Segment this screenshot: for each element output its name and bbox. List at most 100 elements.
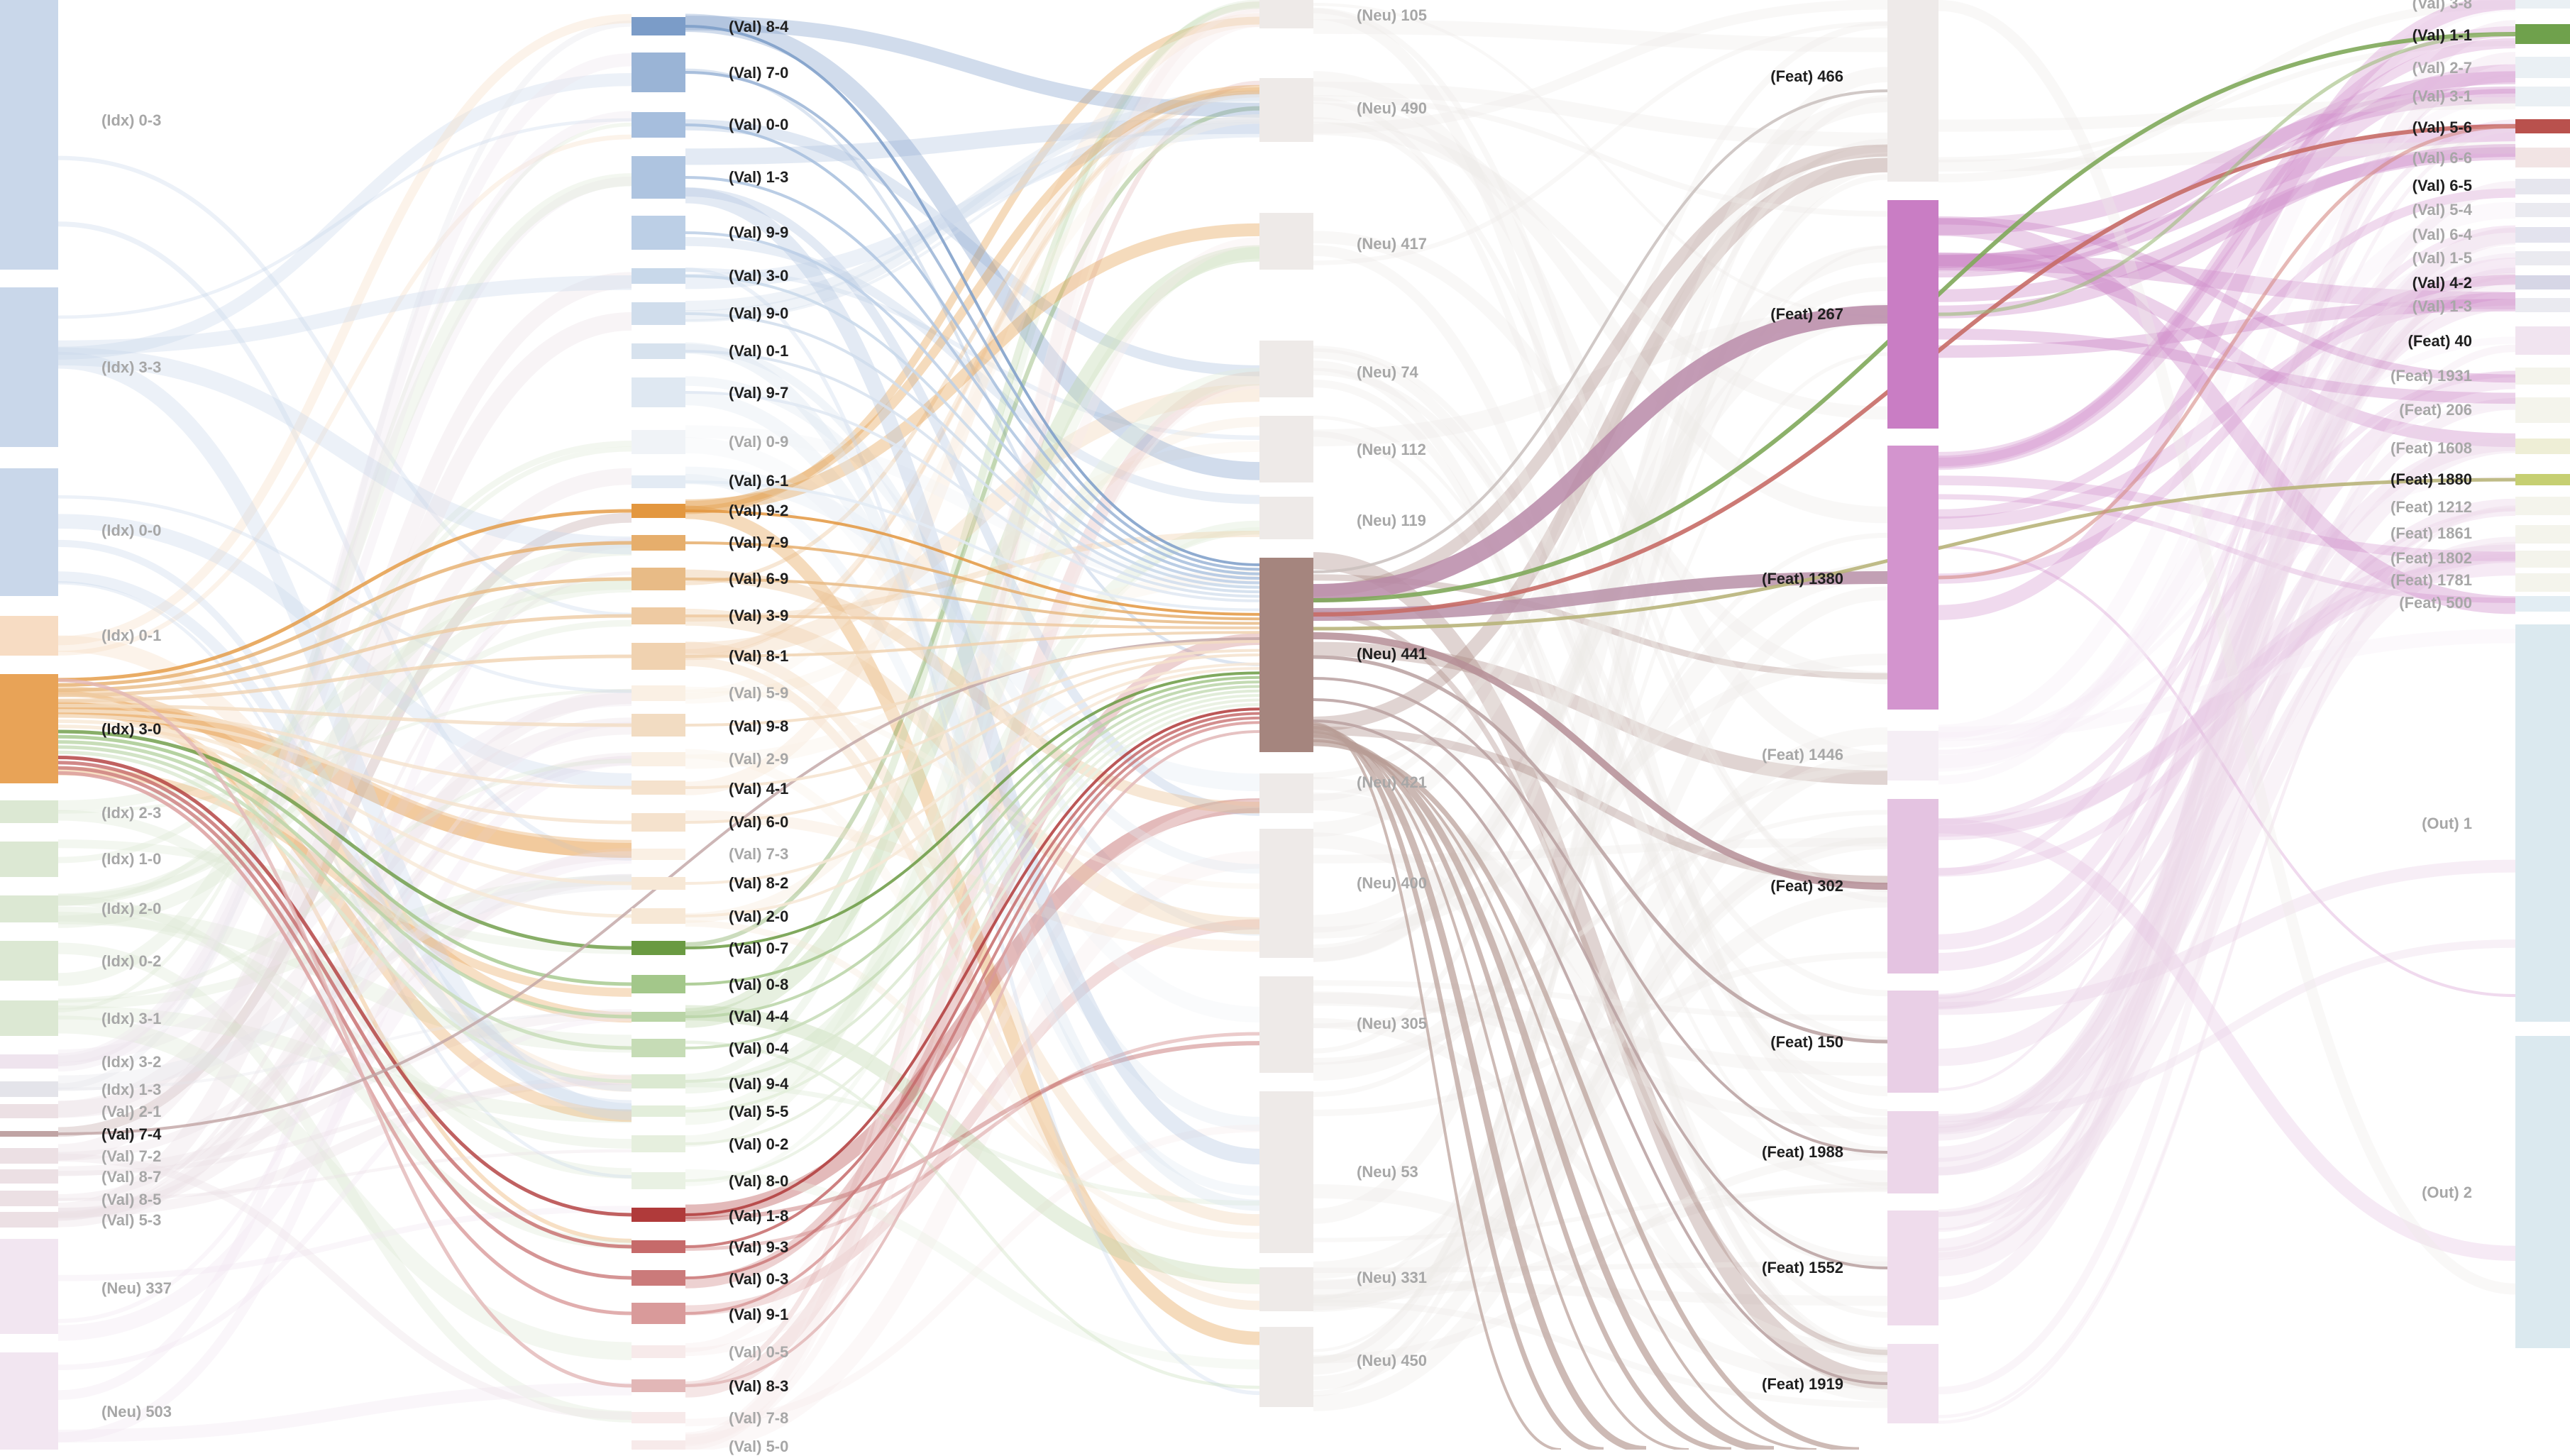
sankey-node[interactable] bbox=[632, 156, 685, 199]
sankey-node[interactable] bbox=[632, 475, 685, 488]
sankey-node[interactable] bbox=[1887, 731, 1938, 781]
sankey-node[interactable] bbox=[1259, 829, 1313, 958]
sankey-node[interactable] bbox=[1887, 1344, 1938, 1423]
sankey-node[interactable] bbox=[632, 752, 685, 766]
sankey-node[interactable] bbox=[1259, 558, 1313, 752]
sankey-node[interactable] bbox=[632, 781, 685, 795]
sankey-node[interactable] bbox=[1887, 0, 1938, 182]
sankey-node[interactable] bbox=[2515, 551, 2570, 568]
sankey-node[interactable] bbox=[632, 568, 685, 590]
sankey-node[interactable] bbox=[0, 674, 58, 783]
sankey-node[interactable] bbox=[0, 0, 58, 270]
sankey-node[interactable] bbox=[632, 1303, 685, 1324]
sankey-node[interactable] bbox=[2515, 596, 2570, 612]
sankey-node[interactable] bbox=[2515, 119, 2570, 133]
sankey-node[interactable] bbox=[632, 643, 685, 670]
sankey-node[interactable] bbox=[632, 1379, 685, 1392]
sankey-node[interactable] bbox=[2515, 227, 2570, 243]
sankey-node[interactable] bbox=[0, 616, 58, 656]
sankey-node[interactable] bbox=[632, 1172, 685, 1189]
sankey-node[interactable] bbox=[632, 430, 685, 454]
sankey-node[interactable] bbox=[0, 1239, 58, 1334]
sankey-node[interactable] bbox=[2515, 497, 2570, 515]
sankey-node[interactable] bbox=[0, 1131, 58, 1137]
sankey-node[interactable] bbox=[2515, 179, 2570, 194]
sankey-node[interactable] bbox=[1259, 497, 1313, 539]
sankey-node[interactable] bbox=[2515, 326, 2570, 355]
sankey-node[interactable] bbox=[0, 287, 58, 447]
sankey-node[interactable] bbox=[0, 1148, 58, 1164]
sankey-node[interactable] bbox=[632, 1440, 685, 1450]
sankey-node[interactable] bbox=[1259, 213, 1313, 270]
sankey-node[interactable] bbox=[1887, 446, 1938, 710]
sankey-node[interactable] bbox=[0, 468, 58, 596]
sankey-node[interactable] bbox=[2515, 474, 2570, 485]
sankey-node[interactable] bbox=[0, 800, 58, 823]
sankey-node[interactable] bbox=[632, 17, 685, 35]
sankey-node[interactable] bbox=[2515, 251, 2570, 265]
sankey-node[interactable] bbox=[1259, 341, 1313, 397]
sankey-node[interactable] bbox=[632, 53, 685, 92]
sankey-node[interactable] bbox=[632, 975, 685, 993]
sankey-node[interactable] bbox=[0, 1212, 58, 1228]
sankey-node[interactable] bbox=[2515, 87, 2570, 106]
sankey-node[interactable] bbox=[1259, 0, 1313, 28]
sankey-node[interactable] bbox=[632, 1240, 685, 1253]
sankey-node[interactable] bbox=[632, 1012, 685, 1022]
sankey-node[interactable] bbox=[632, 941, 685, 955]
sankey-node[interactable] bbox=[2515, 275, 2570, 289]
sankey-node[interactable] bbox=[632, 268, 685, 284]
sankey-node[interactable] bbox=[632, 1039, 685, 1057]
sankey-node[interactable] bbox=[632, 877, 685, 890]
sankey-node[interactable] bbox=[0, 1054, 58, 1069]
sankey-node[interactable] bbox=[1259, 976, 1313, 1073]
sankey-node[interactable] bbox=[632, 1345, 685, 1358]
sankey-node[interactable] bbox=[0, 895, 58, 922]
sankey-node[interactable] bbox=[1259, 773, 1313, 813]
sankey-node[interactable] bbox=[632, 1208, 685, 1222]
sankey-node[interactable] bbox=[2515, 439, 2570, 454]
sankey-node[interactable] bbox=[2515, 368, 2570, 385]
sankey-node[interactable] bbox=[632, 685, 685, 701]
sankey-node[interactable] bbox=[2515, 397, 2570, 423]
sankey-node[interactable] bbox=[632, 504, 685, 518]
sankey-node[interactable] bbox=[1259, 1327, 1313, 1407]
sankey-node[interactable] bbox=[0, 1191, 58, 1206]
sankey-node[interactable] bbox=[2515, 624, 2570, 1022]
sankey-node[interactable] bbox=[632, 1135, 685, 1152]
sankey-node[interactable] bbox=[1259, 416, 1313, 482]
sankey-node[interactable] bbox=[632, 112, 685, 138]
sankey-node[interactable] bbox=[632, 908, 685, 924]
sankey-node[interactable] bbox=[1259, 1091, 1313, 1253]
sankey-node[interactable] bbox=[0, 1169, 58, 1184]
sankey-node[interactable] bbox=[1259, 1267, 1313, 1311]
sankey-node[interactable] bbox=[0, 1081, 58, 1097]
sankey-node[interactable] bbox=[632, 1074, 685, 1088]
sankey-node[interactable] bbox=[2515, 203, 2570, 217]
sankey-node[interactable] bbox=[2515, 525, 2570, 544]
sankey-node[interactable] bbox=[632, 714, 685, 737]
sankey-node[interactable] bbox=[632, 216, 685, 250]
sankey-node[interactable] bbox=[632, 302, 685, 325]
sankey-node[interactable] bbox=[632, 535, 685, 551]
sankey-node[interactable] bbox=[1887, 1210, 1938, 1325]
sankey-node[interactable] bbox=[1887, 1111, 1938, 1193]
sankey-node[interactable] bbox=[2515, 298, 2570, 312]
sankey-node[interactable] bbox=[0, 1000, 58, 1036]
sankey-node[interactable] bbox=[0, 842, 58, 877]
sankey-node[interactable] bbox=[632, 377, 685, 407]
sankey-node[interactable] bbox=[2515, 57, 2570, 78]
sankey-node[interactable] bbox=[1887, 200, 1938, 429]
sankey-node[interactable] bbox=[2515, 148, 2570, 167]
sankey-node[interactable] bbox=[632, 1105, 685, 1117]
sankey-node[interactable] bbox=[1887, 991, 1938, 1093]
sankey-node[interactable] bbox=[2515, 573, 2570, 592]
sankey-node[interactable] bbox=[0, 1104, 58, 1118]
sankey-node[interactable] bbox=[632, 607, 685, 624]
sankey-node[interactable] bbox=[632, 1270, 685, 1286]
sankey-node[interactable] bbox=[1887, 799, 1938, 974]
sankey-node[interactable] bbox=[0, 941, 58, 981]
sankey-node[interactable] bbox=[632, 343, 685, 359]
sankey-node[interactable] bbox=[1259, 78, 1313, 142]
sankey-node[interactable] bbox=[632, 813, 685, 832]
